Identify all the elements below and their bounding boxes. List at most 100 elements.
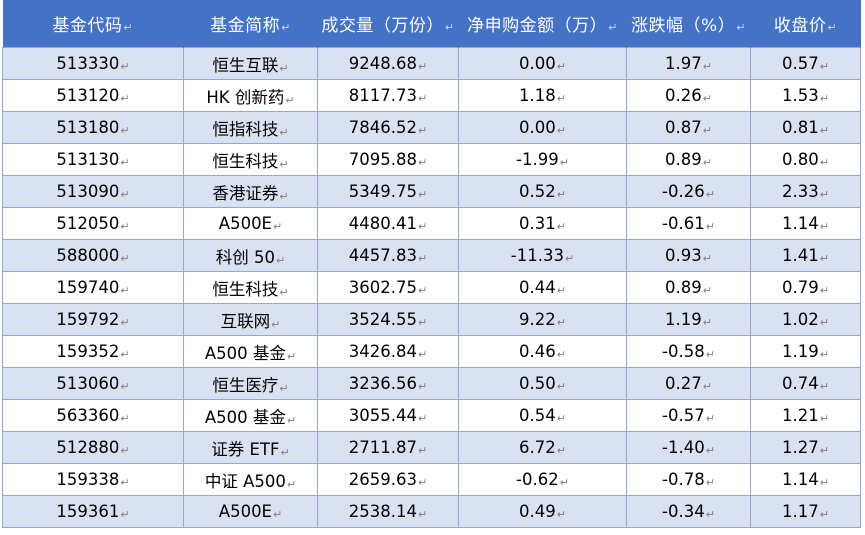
paragraph-mark-icon: ↵ <box>418 252 428 265</box>
cell-value: -0.34 <box>662 502 705 521</box>
cell-value: 证券 ETF <box>211 439 280 459</box>
paragraph-mark-icon: ↵ <box>418 156 428 169</box>
cell-value: 1.17 <box>782 502 819 521</box>
cell-change-pct: 0.93↵ <box>626 239 751 272</box>
paragraph-mark-icon: ↵ <box>279 381 289 395</box>
paragraph-mark-icon: ↵ <box>819 476 829 489</box>
cell-net-subscription: 0.49↵ <box>458 495 627 528</box>
paragraph-mark-icon: ↵ <box>418 124 428 137</box>
cell-fund-code: 159352↵ <box>2 335 184 368</box>
table-row: 513330↵ 恒生互联↵ 9248.68↵ 0.00↵ 1.97↵ 0.57↵ <box>2 47 861 80</box>
cell-fund-code: 512880↵ <box>2 431 184 464</box>
cell-volume: 3236.56↵ <box>317 367 459 400</box>
paragraph-mark-icon: ↵ <box>819 348 829 361</box>
cell-value: 1.21 <box>782 406 819 425</box>
cell-net-subscription: 0.50↵ <box>458 367 627 400</box>
header-net-subscription: 净申购金额（万）↵ <box>458 0 627 48</box>
cell-fund-code: 513060↵ <box>2 367 184 400</box>
paragraph-mark-icon: ↵ <box>271 317 281 331</box>
cell-value: 0.49 <box>519 502 556 521</box>
cell-fund-name: A500E↵ <box>183 495 318 528</box>
cell-value: 2659.63 <box>348 470 417 489</box>
cell-value: 互联网 <box>220 311 271 331</box>
paragraph-mark-icon: ↵ <box>819 92 829 105</box>
cell-close-price: 1.14↵ <box>750 463 861 496</box>
cell-fund-name: 中证 A500↵ <box>183 463 318 496</box>
paragraph-mark-icon: ↵ <box>279 285 289 299</box>
cell-value: 1.19 <box>782 342 819 361</box>
paragraph-mark-icon: ↵ <box>702 92 712 105</box>
paragraph-mark-icon: ↵ <box>556 316 566 329</box>
cell-close-price: 1.21↵ <box>750 399 861 432</box>
cell-fund-code: 159792↵ <box>2 303 184 336</box>
cell-volume: 3426.84↵ <box>317 335 459 368</box>
cell-change-pct: 0.26↵ <box>626 79 751 112</box>
cell-fund-name: 恒指科技↵ <box>183 111 318 144</box>
cell-value: 2538.14 <box>348 502 417 521</box>
cell-volume: 7846.52↵ <box>317 111 459 144</box>
paragraph-mark-icon: ↵ <box>556 124 566 137</box>
cell-value: 0.54 <box>519 406 556 425</box>
cell-change-pct: 1.97↵ <box>626 47 751 80</box>
cell-fund-name: 证券 ETF↵ <box>183 431 318 464</box>
cell-change-pct: 0.87↵ <box>626 111 751 144</box>
cell-value: 恒生互联 <box>212 55 279 75</box>
paragraph-mark-icon: ↵ <box>281 21 291 34</box>
cell-value: 159352 <box>56 342 120 361</box>
paragraph-mark-icon: ↵ <box>819 156 829 169</box>
paragraph-mark-icon: ↵ <box>702 380 712 393</box>
paragraph-mark-icon: ↵ <box>559 476 569 489</box>
cell-close-price: 1.41↵ <box>750 239 861 272</box>
cell-value: 513180 <box>56 118 120 137</box>
paragraph-mark-icon: ↵ <box>819 188 829 201</box>
paragraph-mark-icon: ↵ <box>120 348 130 361</box>
cell-close-price: 1.17↵ <box>750 495 861 528</box>
paragraph-mark-icon: ↵ <box>736 21 746 34</box>
cell-volume: 3055.44↵ <box>317 399 459 432</box>
cell-change-pct: -0.61↵ <box>626 207 751 240</box>
paragraph-mark-icon: ↵ <box>280 445 290 459</box>
cell-volume: 5349.75↵ <box>317 175 459 208</box>
cell-close-price: 1.19↵ <box>750 335 861 368</box>
header-label: 涨跌幅（%） <box>631 16 736 36</box>
header-fund-code: 基金代码↵ <box>2 0 184 48</box>
paragraph-mark-icon: ↵ <box>286 413 297 427</box>
cell-value: 563360 <box>56 406 120 425</box>
header-label: 基金简称 <box>210 16 281 36</box>
cell-fund-code: 513330↵ <box>2 47 184 80</box>
paragraph-mark-icon: ↵ <box>702 252 712 265</box>
table-row: 512050↵ A500E↵ 4480.41↵ 0.31↵ -0.61↵ 1.14↵ <box>2 207 861 240</box>
paragraph-mark-icon: ↵ <box>556 348 566 361</box>
cell-value: 0.52 <box>519 182 556 201</box>
paragraph-mark-icon: ↵ <box>702 316 712 329</box>
paragraph-mark-icon: ↵ <box>418 284 428 297</box>
cell-fund-code: 159361↵ <box>2 495 184 528</box>
cell-close-price: 0.74↵ <box>750 367 861 400</box>
paragraph-mark-icon: ↵ <box>273 508 283 521</box>
cell-value: 0.27 <box>665 374 702 393</box>
cell-value: 2711.87 <box>348 438 417 457</box>
cell-value: 3426.84 <box>348 342 417 361</box>
cell-value: 513330 <box>56 54 120 73</box>
cell-fund-name: A500 基金↵ <box>183 335 318 368</box>
cell-fund-code: 159740↵ <box>2 271 184 304</box>
paragraph-mark-icon: ↵ <box>556 60 566 73</box>
cell-net-subscription: -0.62↵ <box>458 463 627 496</box>
cell-value: 513090 <box>56 182 120 201</box>
paragraph-mark-icon: ↵ <box>120 220 130 233</box>
cell-fund-name: 香港证券↵ <box>183 175 318 208</box>
header-label: 成交量（万份） <box>321 16 444 36</box>
cell-net-subscription: 0.46↵ <box>458 335 627 368</box>
cell-value: -0.57 <box>662 406 705 425</box>
cell-value: 0.26 <box>665 86 702 105</box>
paragraph-mark-icon: ↵ <box>285 93 295 107</box>
paragraph-mark-icon: ↵ <box>418 188 428 201</box>
paragraph-mark-icon: ↵ <box>819 380 829 393</box>
cell-value: 7846.52 <box>348 118 417 137</box>
paragraph-mark-icon: ↵ <box>279 125 289 139</box>
cell-value: 0.46 <box>519 342 556 361</box>
cell-value: 0.00 <box>519 118 556 137</box>
paragraph-mark-icon: ↵ <box>418 412 428 425</box>
cell-change-pct: 0.89↵ <box>626 143 751 176</box>
